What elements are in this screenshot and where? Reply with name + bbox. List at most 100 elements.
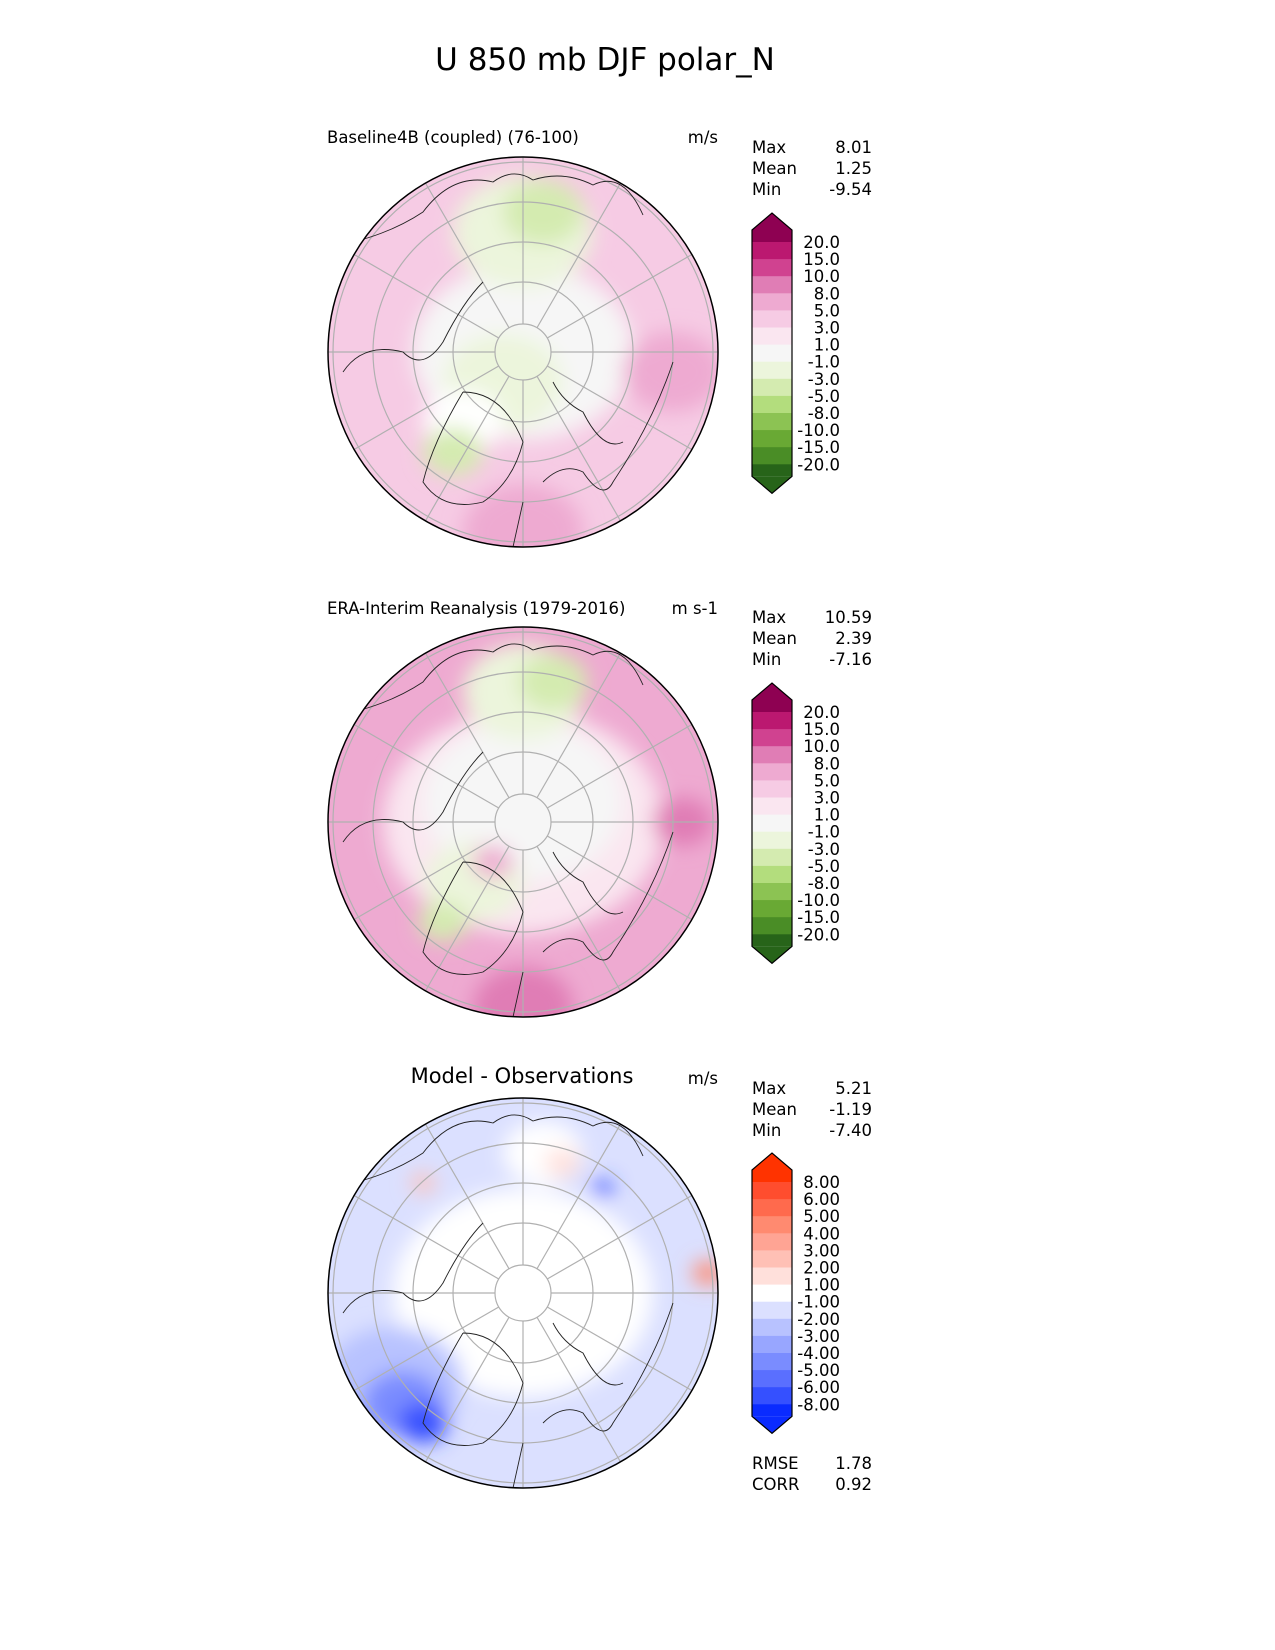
longitude-gridline (536, 182, 622, 329)
colorbar-tick-label: 15.0 (803, 250, 840, 269)
colorbar-segment (752, 1267, 792, 1285)
colorbar-extension-max (752, 213, 792, 230)
panel-1-max-value: 8.01 (835, 138, 872, 157)
panel-1-polar-map (327, 156, 719, 548)
panel-1-max-label: Max (752, 138, 787, 157)
field-contour-region (693, 1261, 718, 1285)
panel-3-max-label: Max (752, 1079, 787, 1098)
longitude-gridline (536, 375, 622, 522)
colorbar-segment (752, 746, 792, 764)
colorbar-tick-label: 20.0 (803, 233, 840, 252)
colorbar-tick-label: 4.00 (803, 1224, 840, 1243)
panel-3-mean-label: Mean (752, 1100, 797, 1119)
colorbar-segment (752, 464, 792, 477)
colorbar-segment (752, 1387, 792, 1405)
colorbar-segment (752, 1170, 792, 1182)
colorbar-tick-label: 8.0 (814, 754, 840, 773)
colorbar-tick-label: 6.00 (803, 1190, 840, 1209)
panel-2-min-label: Min (752, 650, 782, 669)
panel-3-min-value: -7.40 (829, 1121, 872, 1140)
colorbar-extension-min (752, 946, 792, 964)
field-contour-region (393, 1189, 653, 1397)
longitude-gridline (546, 365, 693, 451)
colorbar-segment (752, 1233, 792, 1251)
colorbar-segment (752, 1284, 792, 1303)
panel-2-max-value: 10.59 (824, 608, 872, 627)
colorbar-segment (752, 413, 792, 431)
longitude-gridline (353, 723, 500, 809)
colorbar-tick-label: -1.00 (797, 1293, 840, 1312)
longitude-gridline (536, 652, 622, 799)
colorbar-tick-label: -20.0 (797, 455, 840, 474)
coastline (342, 1114, 674, 1488)
longitude-gridline (536, 1123, 622, 1270)
longitude-gridline (424, 182, 510, 329)
colorbar-segment (752, 865, 792, 884)
longitude-gridline (424, 652, 510, 799)
panel-1-min-label: Min (752, 180, 782, 199)
longitude-gridline (546, 253, 693, 339)
longitude-gridline (546, 1194, 693, 1280)
colorbar-tick-label: -8.0 (808, 874, 840, 893)
panel-1-units: m/s (687, 128, 718, 147)
colorbar-segment (752, 1318, 792, 1337)
colorbar-segment (752, 848, 792, 867)
colorbar-tick-label: -10.0 (797, 891, 840, 910)
colorbar-tick-label: -4.00 (797, 1344, 840, 1363)
corr-value: 0.92 (835, 1475, 872, 1494)
colorbar-segment (752, 1404, 792, 1417)
colorbar-outline (751, 1152, 793, 1435)
colorbar-extension-min (752, 1416, 792, 1434)
colorbar-segment (752, 230, 792, 242)
longitude-gridline (353, 1194, 500, 1280)
figure-title: U 850 mb DJF polar_N (435, 42, 775, 78)
panel-2-units: m s-1 (671, 599, 718, 618)
colorbar-tick-label: -8.00 (797, 1395, 840, 1414)
colorbar-tick-label: 20.0 (803, 703, 840, 722)
colorbar-tick-label: -15.0 (797, 908, 840, 927)
panel-1-mean-value: 1.25 (835, 159, 872, 178)
longitude-gridline (536, 845, 622, 992)
colorbar-extension-min (752, 476, 792, 494)
colorbar-segment (752, 1335, 792, 1354)
field-contour-region (473, 846, 513, 878)
field-contour-region (411, 1173, 435, 1193)
colorbar-tick-label: -2.00 (797, 1310, 840, 1329)
longitude-gridline (424, 1316, 510, 1463)
colorbar-tick-label: 2.00 (803, 1259, 840, 1278)
colorbar-tick-label: 5.0 (814, 771, 840, 790)
colorbar-segment (752, 700, 792, 712)
colorbar-segment (752, 395, 792, 414)
longitude-gridline (536, 1316, 622, 1463)
colorbar-segment (752, 831, 792, 850)
panel-1-colorbar: 20.015.010.08.05.03.01.0-1.0-3.0-5.0-8.0… (751, 212, 840, 495)
colorbar-segment (752, 242, 792, 260)
colorbar-segment (752, 378, 792, 397)
colorbar-segment (752, 1216, 792, 1234)
field-contour-region (503, 180, 583, 244)
field-contour-region (418, 902, 468, 942)
colorbar-tick-label: -5.0 (808, 387, 840, 406)
longitude-gridline (424, 845, 510, 992)
colorbar-segment (752, 1199, 792, 1217)
colorbar-tick-label: -20.0 (797, 925, 840, 944)
field-contour-region (423, 428, 483, 476)
panel-2-max-label: Max (752, 608, 787, 627)
panel-3-title: Model - Observations (410, 1064, 634, 1088)
longitude-gridline (546, 1306, 693, 1392)
longitude-gridline (546, 835, 693, 921)
colorbar-tick-label: 1.00 (803, 1276, 840, 1295)
colorbar-outline (751, 682, 793, 965)
colorbar-tick-label: -1.0 (808, 823, 840, 842)
colorbar-tick-label: -3.0 (808, 840, 840, 859)
longitude-gridline (546, 723, 693, 809)
colorbar-tick-label: -8.0 (808, 404, 840, 423)
colorbar-tick-label: -3.0 (808, 370, 840, 389)
colorbar-tick-label: 10.0 (803, 267, 840, 286)
colorbar-extension-max (752, 1153, 792, 1170)
colorbar-tick-label: -15.0 (797, 438, 840, 457)
panel-3-colorbar: 8.006.005.004.003.002.001.00-1.00-2.00-3… (751, 1152, 840, 1435)
longitude-gridline (353, 835, 500, 921)
colorbar-segment (752, 729, 792, 747)
colorbar-segment (752, 712, 792, 730)
